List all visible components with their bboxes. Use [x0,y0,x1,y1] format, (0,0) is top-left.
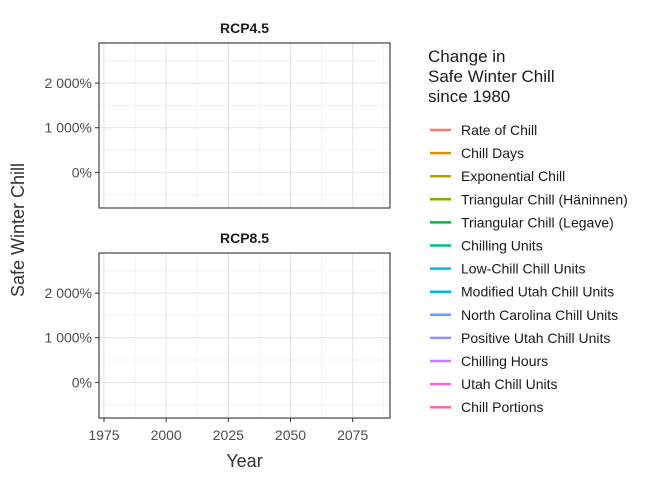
legend-item: Chill Portions [430,399,543,415]
legend-item: Exponential Chill [430,168,565,184]
panel-title: RCP8.5 [220,230,269,246]
y-axis-title: Safe Winter Chill [8,163,28,297]
legend-label: Rate of Chill [461,122,537,138]
panel-title: RCP4.5 [220,20,269,36]
y-tick-label: 0% [72,374,92,390]
x-tick-label: 1975 [88,427,119,443]
legend-label: North Carolina Chill Units [461,307,618,323]
y-tick-label: 2 000% [45,285,92,301]
legend-item: Rate of Chill [430,122,537,138]
legend-label: Triangular Chill (Häninnen) [461,191,628,207]
x-tick-label: 2000 [151,427,182,443]
x-tick-label: 2050 [275,427,306,443]
legend-label: Chill Days [461,145,524,161]
legend-item: Positive Utah Chill Units [430,330,610,346]
legend-title-line: Safe Winter Chill [428,67,555,86]
legend-label: Positive Utah Chill Units [461,330,610,346]
legend-label: Modified Utah Chill Units [461,284,614,300]
legend-item: Modified Utah Chill Units [430,284,614,300]
legend-label: Exponential Chill [461,168,565,184]
panels: RCP4.5 0% 1 000% 2 000% RCP8.5 0% 1 000% 2 000%… [45,20,391,443]
panel-border [98,42,391,209]
panel-rcp8-5: RCP8.5 0% 1 000% 2 000% 1975 2000 2025 2050 2075 [45,230,391,443]
panel-rcp4-5: RCP4.5 0% 1 000% 2 000% [45,20,391,209]
legend-label: Chill Portions [461,399,543,415]
gridlines [99,43,390,208]
legend-item: Chill Days [430,145,524,161]
legend-label: Chilling Units [461,238,543,254]
legend-label: Low-Chill Chill Units [461,261,585,277]
panel-border [98,252,391,419]
legend-title-line: since 1980 [428,87,510,106]
legend-label: Utah Chill Units [461,376,557,392]
y-tick-label: 1 000% [45,120,92,136]
legend-item: Utah Chill Units [430,376,557,392]
y-tick-label: 0% [72,164,92,180]
legend-label: Triangular Chill (Legave) [461,214,614,230]
legend-item: Chilling Hours [430,353,548,369]
legend-item: North Carolina Chill Units [430,307,618,323]
y-tick-label: 2 000% [45,75,92,91]
x-tick-label: 2075 [337,427,368,443]
x-axis-title: Year [226,451,262,471]
x-tick-label: 2025 [213,427,244,443]
legend-title-line: Change in [428,47,506,66]
legend-item: Triangular Chill (Legave) [430,214,614,230]
y-tick-label: 1 000% [45,330,92,346]
legend-item: Low-Chill Chill Units [430,261,585,277]
legend-label: Chilling Hours [461,353,548,369]
gridlines [99,253,390,418]
legend-item: Triangular Chill (Häninnen) [430,191,628,207]
legend-item: Chilling Units [430,238,543,254]
